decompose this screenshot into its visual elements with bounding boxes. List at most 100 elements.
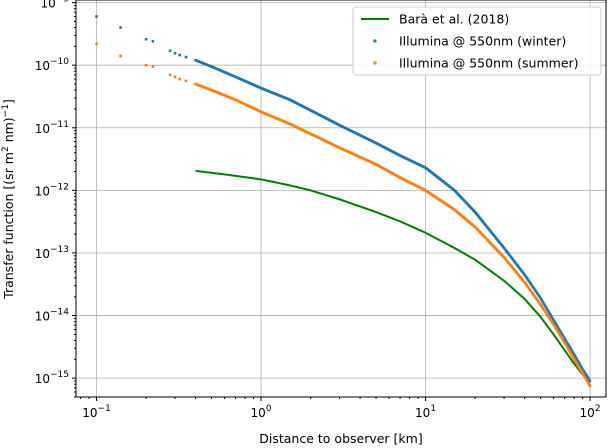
data-point <box>552 318 555 322</box>
x-tick-label: 10−1 <box>82 404 111 420</box>
data-point <box>553 325 557 329</box>
data-point <box>578 363 582 367</box>
data-point <box>560 331 563 335</box>
data-point <box>557 332 561 335</box>
data-point <box>569 351 572 354</box>
x-axis: 10−1 100 101 102 <box>80 397 601 420</box>
data-point <box>558 333 561 336</box>
data-point <box>582 374 586 377</box>
data-point <box>560 335 563 339</box>
data-point <box>575 363 579 366</box>
data-point <box>556 329 559 333</box>
data-point <box>563 340 566 344</box>
data-point <box>572 358 576 361</box>
data-point <box>580 370 583 374</box>
data-point <box>574 355 577 359</box>
data-point <box>556 330 560 334</box>
data-point <box>539 297 542 300</box>
data-point <box>563 338 567 341</box>
legend-entry: Illumina @ 550nm (summer) <box>399 56 579 71</box>
data-point <box>570 354 574 357</box>
data-point <box>588 379 592 383</box>
data-point <box>585 373 588 377</box>
data-point <box>563 336 566 340</box>
data-point <box>557 327 561 331</box>
data-point <box>168 49 172 53</box>
data-point <box>560 332 564 336</box>
data-point <box>562 335 565 338</box>
data-point <box>571 350 574 354</box>
x-tick-label: 101 <box>415 404 436 420</box>
data-point <box>562 339 565 343</box>
data-point <box>546 308 549 312</box>
data-point <box>568 345 571 349</box>
data-point <box>184 79 188 83</box>
data-point <box>550 315 553 318</box>
data-point <box>566 341 569 345</box>
data-point <box>578 368 582 371</box>
data-point <box>178 53 181 57</box>
data-point <box>569 348 573 351</box>
data-point <box>567 348 571 352</box>
y-tick-label: 10−9 <box>40 0 69 11</box>
data-point <box>579 365 583 368</box>
data-point <box>555 328 558 331</box>
data-point <box>559 330 562 333</box>
data-point <box>583 371 586 374</box>
data-point <box>567 344 571 347</box>
data-point <box>550 316 554 319</box>
data-point <box>151 40 155 43</box>
data-point <box>544 304 547 308</box>
data-point <box>588 383 591 386</box>
data-point <box>552 323 555 326</box>
data-point <box>559 334 562 338</box>
data-point <box>588 378 591 382</box>
data-point <box>575 357 578 360</box>
data-point <box>540 298 543 301</box>
data-point <box>548 312 552 315</box>
data-point <box>544 306 548 309</box>
data-point <box>545 307 549 310</box>
data-point <box>119 54 122 58</box>
series-layer <box>95 15 592 388</box>
data-point <box>585 374 589 378</box>
series-1 <box>95 15 592 383</box>
data-point <box>556 325 559 328</box>
data-point <box>178 77 181 81</box>
data-point <box>582 373 585 376</box>
data-point <box>144 37 148 41</box>
data-point <box>95 42 98 46</box>
series-2 <box>95 42 592 388</box>
data-point <box>577 365 580 369</box>
legend: Barà et al. (2018) Illumina @ 550nm (wint… <box>352 6 602 76</box>
data-point <box>587 377 590 380</box>
legend-box <box>352 6 602 76</box>
y-tick-label: 10−12 <box>35 182 69 198</box>
data-point <box>549 313 552 317</box>
data-point <box>173 75 177 79</box>
data-point <box>541 299 544 303</box>
data-point <box>547 311 551 314</box>
data-point <box>569 346 572 350</box>
data-point <box>151 65 155 68</box>
data-point <box>555 324 558 327</box>
y-tick-label: 10−11 <box>35 120 69 136</box>
data-point <box>560 337 564 340</box>
data-point <box>566 346 569 349</box>
data-point <box>168 73 172 77</box>
legend-entry: Illumina @ 550nm (winter) <box>399 34 566 49</box>
data-point <box>553 320 556 323</box>
data-point <box>566 347 570 350</box>
legend-swatch <box>373 61 377 65</box>
data-point <box>570 349 574 352</box>
data-point <box>579 369 583 372</box>
data-point <box>574 360 577 364</box>
data-point <box>184 55 188 59</box>
series-0 <box>195 169 591 384</box>
legend-entry: Barà et al. (2018) <box>399 12 509 27</box>
data-point <box>576 359 580 363</box>
data-point <box>547 310 550 313</box>
y-tick-label: 10−10 <box>35 57 70 73</box>
data-point <box>564 343 567 346</box>
